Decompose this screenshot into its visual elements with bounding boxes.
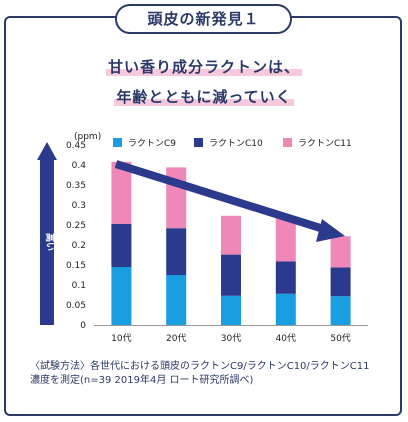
bar-segment — [275, 293, 296, 325]
bar-segment — [221, 295, 241, 325]
note-line-1: 〈試験方法〉各世代における頭皮のラクトンC9/ラクトンC10/ラクトンC11 — [30, 361, 370, 372]
y-axis-unit: (ppm) — [74, 132, 101, 142]
x-tick-label: 10代 — [111, 333, 131, 344]
x-tick-label: 20代 — [166, 333, 186, 344]
y-tick-label: 0.2 — [72, 241, 86, 251]
trend-arrow-head-icon — [316, 219, 345, 242]
bar-segment — [330, 236, 351, 268]
trend-arrow-shaft — [114, 160, 332, 235]
up-arrow-head-icon — [37, 142, 57, 160]
y-tick-label: 0.3 — [72, 201, 86, 211]
arrow-label-high: 高い — [44, 233, 56, 251]
legend-label: ラクトンC10 — [209, 138, 263, 149]
y-tick-label: 0.45 — [66, 141, 86, 151]
y-tick-label: 0.05 — [66, 301, 86, 311]
legend-swatch — [113, 138, 122, 147]
y-tick-label: 0 — [80, 321, 86, 331]
bar-segment — [221, 254, 241, 296]
trend-arrow — [114, 160, 345, 242]
vertical-high-arrow: 高い — [37, 142, 57, 325]
chart-legend: ラクトンC9 ラクトンC10 ラクトンC11 — [113, 138, 352, 149]
y-tick-label: 0.4 — [72, 161, 87, 171]
section-tag: 頭皮の新発見１ — [115, 4, 292, 34]
headline-line-2: 年齢とともに減っていく — [0, 86, 408, 107]
y-tick-label: 0.35 — [66, 181, 86, 191]
bars-layer — [111, 161, 351, 325]
bar-segment — [111, 223, 132, 267]
bar-segment — [166, 275, 187, 325]
legend-label: ラクトンC11 — [298, 138, 352, 149]
y-tick-label: 0.15 — [66, 261, 86, 271]
bar-segment — [166, 228, 187, 275]
bar-segment — [330, 296, 351, 325]
x-tick-label: 30代 — [221, 333, 241, 344]
legend-label: ラクトンC9 — [128, 138, 176, 149]
y-tick-label: 0.25 — [66, 221, 86, 231]
headline-line-2-text: 年齢とともに減っていく — [114, 88, 294, 106]
x-tick-label: 50代 — [330, 333, 350, 344]
note-line-2: 濃度を測定(n=39 2019年4月 ロート研究所調べ) — [30, 375, 254, 386]
y-tick-label: 0.1 — [72, 281, 86, 291]
bar-segment — [221, 215, 241, 255]
bar-segment — [275, 261, 296, 294]
headline-line-1: 甘い香り成分ラクトンは、 — [0, 56, 408, 77]
up-arrow-shaft — [40, 159, 54, 325]
headline-line-1-text: 甘い香り成分ラクトンは、 — [105, 58, 302, 76]
x-axis: 10代 20代 30代 40代 50代 — [111, 333, 351, 344]
y-axis: (ppm) 0 0.05 0.1 0.15 0.2 0.25 0.3 0.35 0.4 0.45 — [66, 132, 368, 331]
legend-swatch — [283, 138, 292, 147]
test-method-note: 〈試験方法〉各世代における頭皮のラクトンC9/ラクトンC10/ラクトンC11 濃… — [30, 360, 390, 388]
legend-swatch — [194, 138, 203, 147]
bar-segment — [111, 267, 132, 325]
bar-segment — [330, 267, 351, 297]
bar-segment — [111, 161, 132, 224]
bar-segment — [275, 218, 296, 262]
x-tick-label: 40代 — [276, 333, 296, 344]
